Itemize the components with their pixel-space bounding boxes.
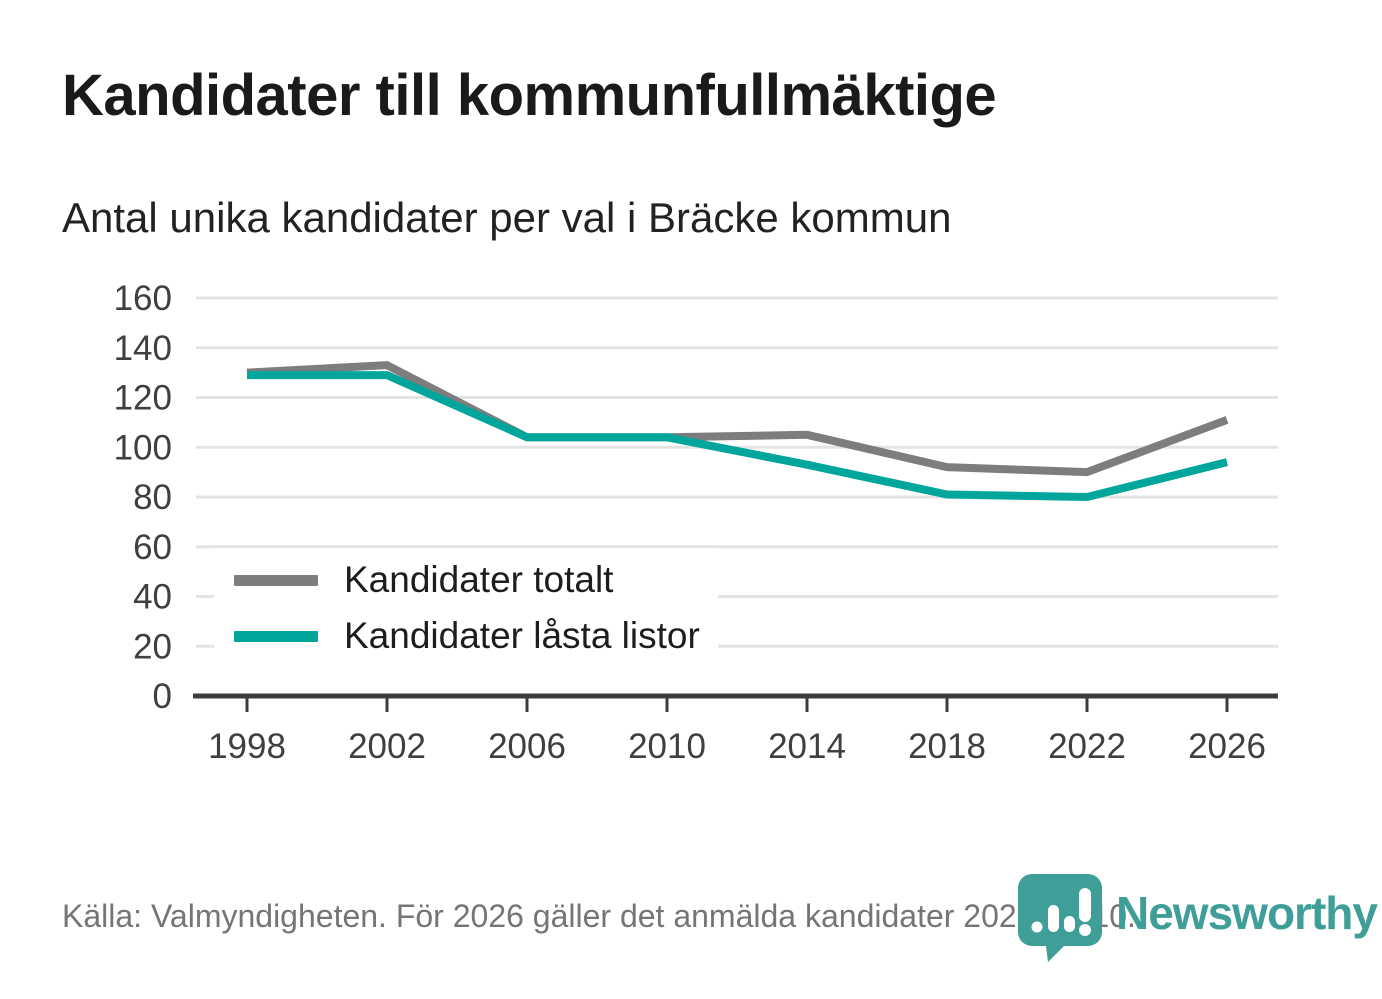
newsworthy-wordmark: Newsworthy <box>1116 887 1378 939</box>
page-subtitle: Antal unika kandidater per val i Bräcke … <box>62 194 952 241</box>
legend-item-kandidater-totalt: Kandidater totalt <box>234 552 700 608</box>
x-tick-label: 2006 <box>488 727 566 766</box>
y-tick-label: 80 <box>133 478 172 517</box>
y-tick-label: 40 <box>133 578 172 617</box>
x-tick-label: 2014 <box>768 727 846 766</box>
legend: Kandidater totalt Kandidater låsta listo… <box>214 548 718 670</box>
x-tick-label: 2010 <box>628 727 706 766</box>
y-tick-label: 140 <box>114 329 172 368</box>
legend-item-kandidater-lasta-listor: Kandidater låsta listor <box>234 608 700 664</box>
newsworthy-pin-barchart-icon <box>1018 874 1102 962</box>
legend-label-lasta-listor: Kandidater låsta listor <box>344 615 700 656</box>
series-line-kandidater-l-sta-listor <box>247 371 1228 502</box>
y-tick-label: 160 <box>114 279 172 318</box>
x-tick-label: 2018 <box>908 727 986 766</box>
series-line-kandidater-totalt <box>246 361 1229 477</box>
y-tick-label: 20 <box>133 627 172 666</box>
x-tick-label: 1998 <box>208 727 286 766</box>
legend-swatch-totalt-icon <box>234 574 318 586</box>
page-title: Kandidater till kommunfullmäktige <box>62 63 997 128</box>
legend-swatch-lasta-listor-icon <box>234 630 318 642</box>
legend-label-totalt: Kandidater totalt <box>344 559 614 600</box>
y-tick-label: 0 <box>153 677 172 716</box>
y-tick-label: 60 <box>133 528 172 567</box>
x-tick-label: 2002 <box>348 727 426 766</box>
source-note: Källa: Valmyndigheten. För 2026 gäller d… <box>62 898 1136 934</box>
y-tick-label: 100 <box>114 428 172 467</box>
x-tick-label: 2022 <box>1048 727 1126 766</box>
x-tick-label: 2026 <box>1188 727 1266 766</box>
y-tick-label: 120 <box>114 379 172 418</box>
